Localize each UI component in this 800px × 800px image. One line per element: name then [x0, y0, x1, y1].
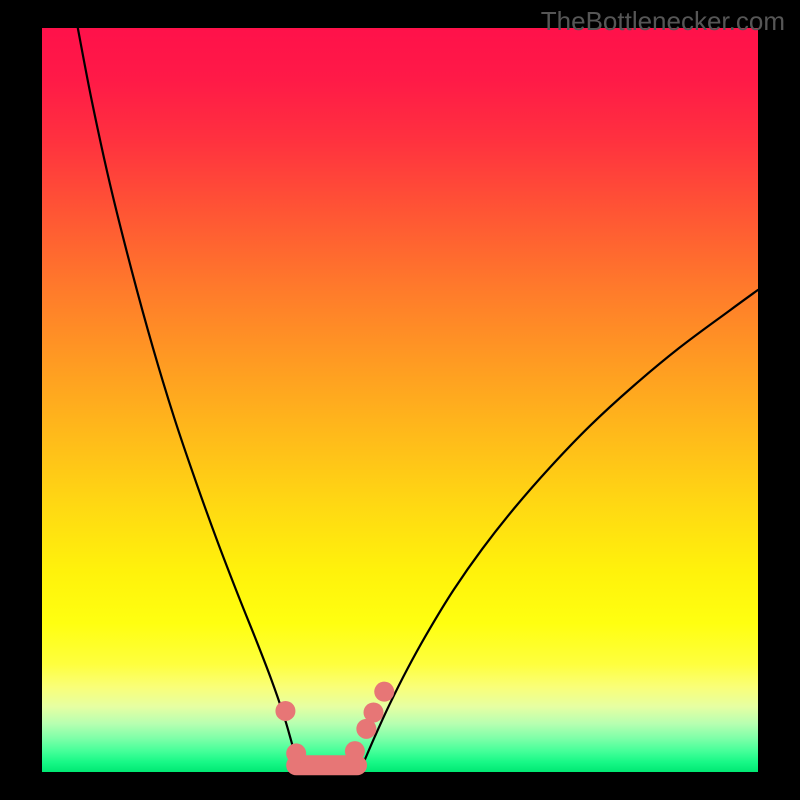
chart-container: TheBottlenecker.com — [0, 0, 800, 800]
watermark-text: TheBottlenecker.com — [541, 6, 785, 37]
plot-gradient-background — [42, 28, 758, 772]
